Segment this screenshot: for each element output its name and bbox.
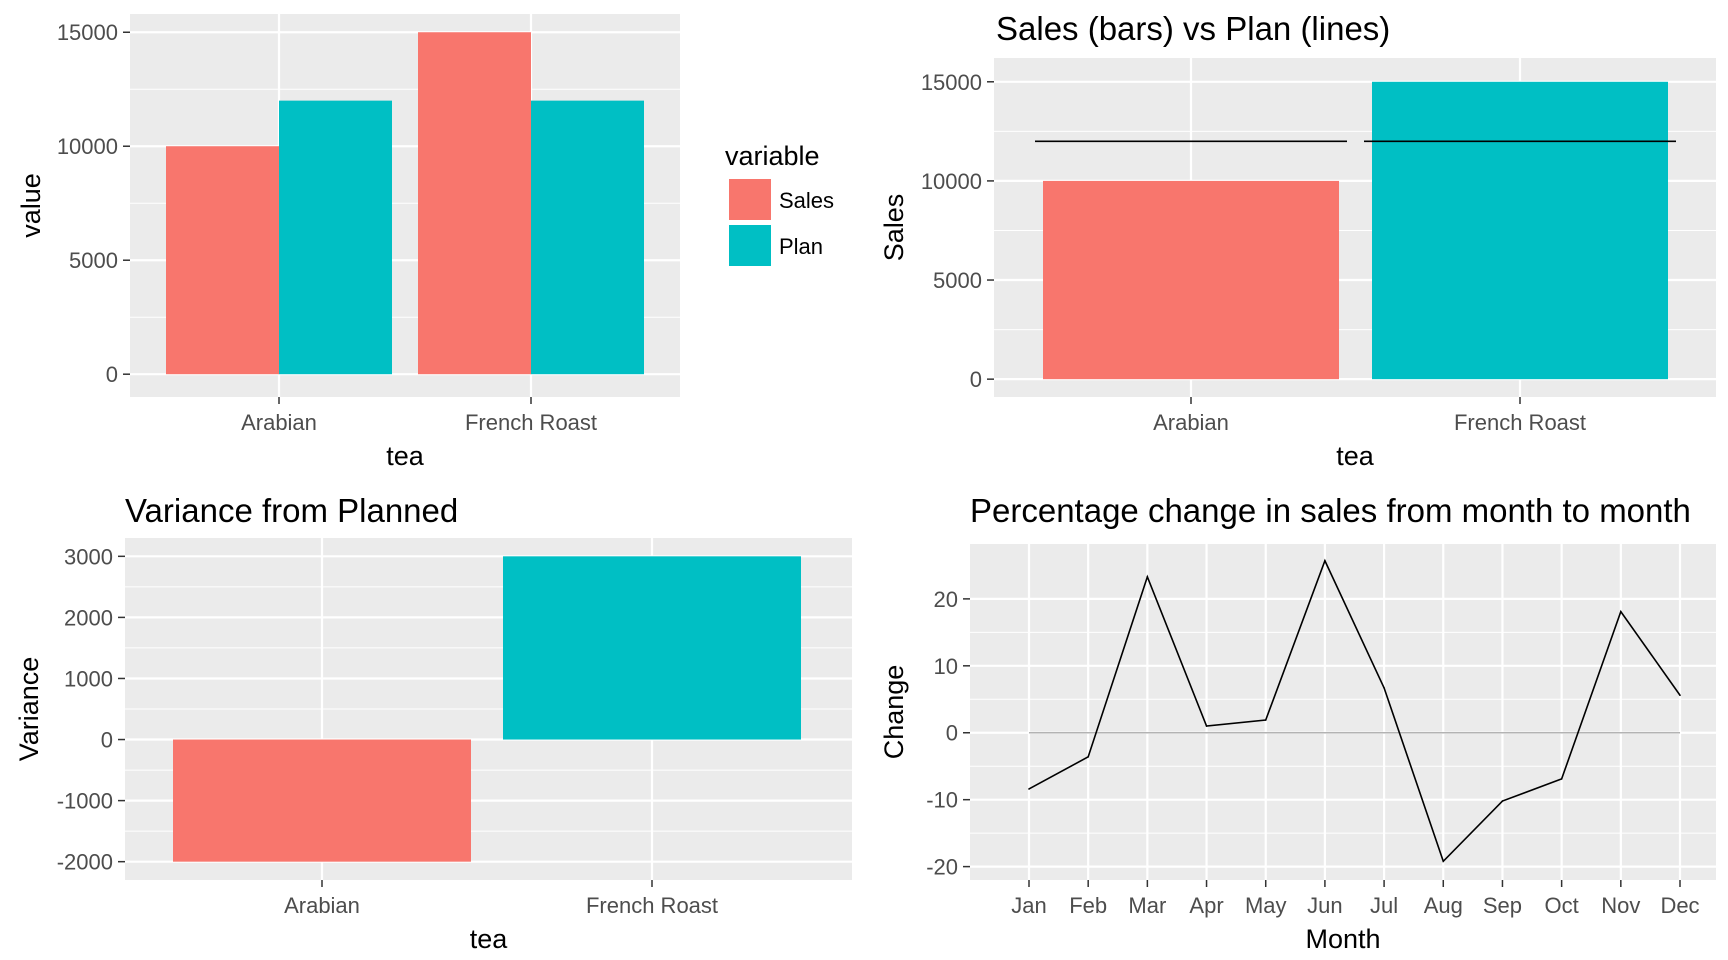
p4-point-may bbox=[1264, 719, 1267, 721]
p4-x-tick-label: Sep bbox=[1483, 893, 1522, 918]
p1-bar-plan-french-roast bbox=[531, 100, 644, 375]
p3-bar-variance-french-roast bbox=[503, 556, 801, 740]
p2-x-tick-label: Arabian bbox=[1153, 410, 1229, 435]
p2-bar-sales-arabian bbox=[1043, 180, 1339, 380]
p3-chart-title: Variance from Planned bbox=[125, 492, 458, 529]
p4-x-tick-label: Jul bbox=[1370, 893, 1398, 918]
p4-point-aug bbox=[1442, 860, 1445, 863]
p4-change-series-line bbox=[1028, 558, 1681, 863]
p4-point-jun bbox=[1324, 559, 1326, 562]
p2-y-tick-label: 0 bbox=[970, 367, 982, 392]
p2-bar-sales-french-roast bbox=[1372, 81, 1668, 380]
p1-x-tick-label: Arabian bbox=[241, 410, 317, 435]
p4-x-tick-label: Feb bbox=[1069, 893, 1107, 918]
p2-y-tick-label: 10000 bbox=[921, 169, 982, 194]
p1-y-tick-label: 10000 bbox=[57, 134, 118, 159]
p1-legend-label-sales: Sales bbox=[779, 188, 834, 213]
p4-y-tick-label: -20 bbox=[926, 855, 958, 880]
p4-chart: -20 -10 0 10 20 Jan Feb Mar Apr May Jun Jul Aug Sep Oc… bbox=[879, 492, 1716, 954]
p1-legend-swatch-plan bbox=[729, 225, 771, 266]
p4-x-tick-label: Oct bbox=[1545, 893, 1579, 918]
p4-x-tick-label: Jan bbox=[1011, 893, 1046, 918]
p1-x-axis-title: tea bbox=[386, 441, 425, 471]
p3-x-axis-title: tea bbox=[470, 924, 509, 954]
p3-bar-variance-arabian bbox=[173, 739, 471, 862]
p3-x-tick-label: Arabian bbox=[284, 893, 360, 918]
p4-chart-title: Percentage change in sales from month to… bbox=[970, 492, 1691, 529]
p3-y-tick-label: 1000 bbox=[64, 666, 113, 691]
p2-x-tick-label: French Roast bbox=[1454, 410, 1586, 435]
p4-x-tick-label: Apr bbox=[1189, 893, 1223, 918]
p4-panel-background bbox=[970, 544, 1716, 880]
p1-y-tick-label: 0 bbox=[106, 362, 118, 387]
p3-chart: -2000 -1000 0 1000 2000 3000 Arabian French Roa… bbox=[14, 492, 852, 954]
p4-x-tick-label: Aug bbox=[1424, 893, 1463, 918]
p2-y-tick-label: 5000 bbox=[933, 268, 982, 293]
p4-y-tick-label: -10 bbox=[926, 788, 958, 813]
p3-y-tick-label: -1000 bbox=[57, 789, 113, 814]
p1-x-tick-label: French Roast bbox=[465, 410, 597, 435]
p1-bar-sales-arabian bbox=[166, 146, 279, 375]
p3-y-tick-label: 3000 bbox=[64, 544, 113, 569]
p4-point-nov bbox=[1620, 610, 1622, 613]
p1-y-axis-title: value bbox=[16, 173, 46, 238]
p4-y-tick-label: 10 bbox=[934, 654, 958, 679]
p4-y-tick-label: 0 bbox=[946, 721, 958, 746]
p1-legend: variable Sales Plan bbox=[725, 141, 834, 266]
p2-chart: 0 5000 10000 15000 Arabian French Roast tea Sal… bbox=[879, 10, 1716, 471]
p1-y-tick-label: 5000 bbox=[69, 248, 118, 273]
p4-x-tick-label: Mar bbox=[1128, 893, 1166, 918]
p4-point-feb bbox=[1087, 756, 1089, 758]
p1-chart: 0 5000 10000 15000 variable Sales Plan Arabian F… bbox=[16, 14, 834, 471]
p4-point-sep bbox=[1501, 800, 1504, 802]
p3-y-tick-label: 2000 bbox=[64, 605, 113, 630]
p1-bar-sales-french-roast bbox=[418, 32, 531, 375]
p1-bar-plan-arabian bbox=[279, 100, 392, 375]
p4-x-tick-label: May bbox=[1245, 893, 1287, 918]
p2-chart-title: Sales (bars) vs Plan (lines) bbox=[996, 10, 1390, 47]
p4-x-axis-title: Month bbox=[1305, 924, 1380, 954]
p2-x-axis-title: tea bbox=[1336, 441, 1375, 471]
p4-y-tick-label: 20 bbox=[934, 587, 958, 612]
p4-point-mar bbox=[1146, 575, 1149, 578]
p1-legend-label-plan: Plan bbox=[779, 234, 823, 259]
p4-x-tick-label: Dec bbox=[1660, 893, 1699, 918]
p4-point-oct bbox=[1560, 778, 1563, 780]
p4-point-jul bbox=[1383, 687, 1385, 689]
p2-y-axis-title: Sales bbox=[879, 194, 909, 262]
p3-y-tick-label: -2000 bbox=[57, 850, 113, 875]
p3-y-tick-label: 0 bbox=[101, 728, 113, 753]
p1-y-tick-label: 15000 bbox=[57, 20, 118, 45]
p4-point-apr bbox=[1205, 725, 1208, 727]
p4-y-axis-title: Change bbox=[879, 665, 909, 760]
p2-y-tick-label: 15000 bbox=[921, 70, 982, 95]
p4-point-jan bbox=[1028, 788, 1030, 790]
p1-legend-swatch-sales bbox=[729, 179, 771, 220]
p4-x-tick-label: Nov bbox=[1601, 893, 1640, 918]
p1-legend-title: variable bbox=[725, 141, 820, 171]
p4-point-dec bbox=[1679, 694, 1681, 697]
p4-x-tick-label: Jun bbox=[1307, 893, 1342, 918]
p3-x-tick-label: French Roast bbox=[586, 893, 718, 918]
p3-y-axis-title: Variance bbox=[14, 657, 44, 762]
